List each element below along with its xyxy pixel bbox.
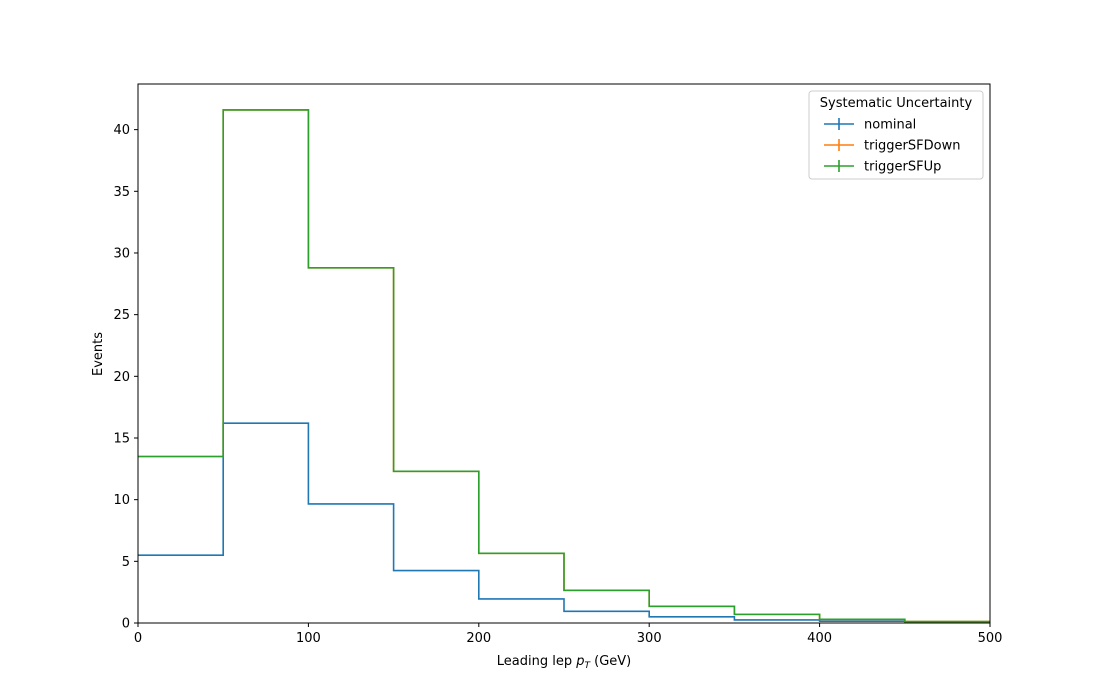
series-triggerSFUp [138,109,990,623]
x-axis-label-var: p [575,654,584,669]
y-tick-label: 40 [113,123,130,138]
x-tick-label: 0 [134,631,142,646]
series-triggerSFDown [138,109,990,623]
y-tick-label: 10 [113,493,130,508]
y-axis: 0 5 10 15 20 25 30 35 40 [113,123,138,632]
series-nominal [138,422,990,623]
y-axis-label: Events [91,332,106,376]
y-tick-label: 5 [122,555,130,570]
y-tick-label: 20 [113,370,130,385]
x-axis-label-sub: T [584,661,591,671]
legend-item-nominal: nominal [824,118,916,133]
x-tick-label: 100 [296,631,321,646]
x-axis: 0 100 200 300 400 500 [134,623,1003,646]
y-tick-label: 30 [113,246,130,261]
x-tick-label: 400 [807,631,832,646]
legend-label: nominal [864,118,916,133]
series-layer [138,109,990,623]
x-tick-label: 500 [978,631,1003,646]
x-tick-label: 300 [637,631,662,646]
x-tick-label: 200 [466,631,491,646]
legend-label: triggerSFDown [864,139,960,154]
y-tick-label: 15 [113,431,130,446]
legend: Systematic Uncertainty nominal triggerSFD… [808,90,984,180]
legend-entries: nominal triggerSFDown triggerSFUp [824,118,960,175]
y-tick-label: 0 [122,617,130,632]
y-tick-label: 25 [113,308,130,323]
plot-frame [137,83,991,624]
legend-item-triggerSFUp: triggerSFUp [824,160,941,175]
legend-box [808,90,984,180]
legend-title: Systematic Uncertainty [820,96,973,111]
y-tick-label: 35 [113,185,130,200]
x-axis-label-prefix: Leading lep [497,654,576,669]
x-axis-label: Leading lep pT (GeV) [497,654,631,671]
x-axis-label-suffix: (GeV) [590,654,631,669]
legend-item-triggerSFDown: triggerSFDown [824,139,960,154]
legend-label: triggerSFUp [864,160,941,175]
